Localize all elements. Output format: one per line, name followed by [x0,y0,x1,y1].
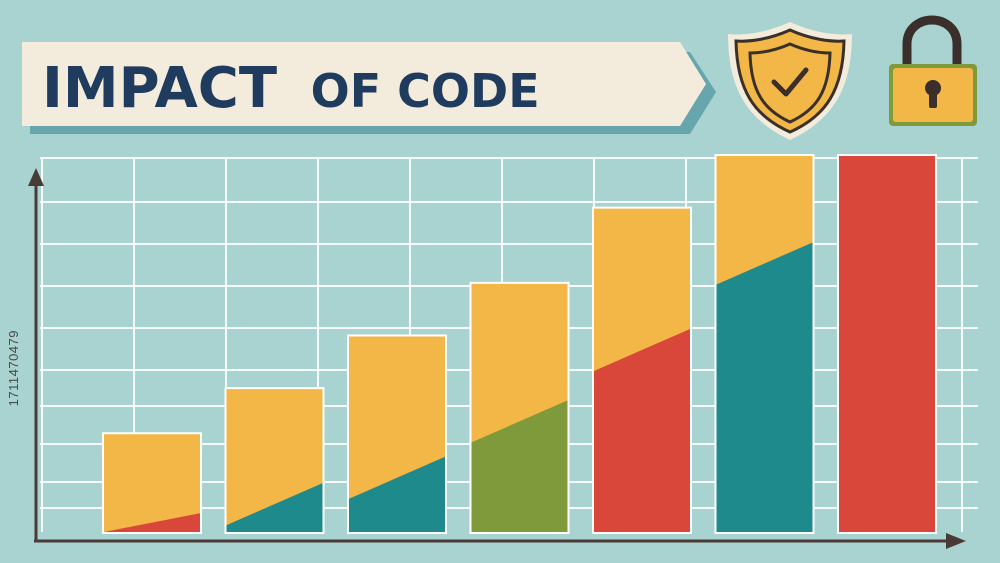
axes [28,168,966,549]
bar-2 [224,387,325,534]
banner-body [22,42,706,126]
y-axis-arrow [28,168,44,186]
bar-base-segment [226,483,323,532]
title-rest: OF CODE [311,64,540,118]
bar-1 [102,432,202,534]
x-axis-arrow [946,533,966,549]
bar-base-segment [716,242,813,533]
page-title: IMPACT OF CODE [42,56,540,121]
bar-3 [347,334,447,534]
shield-check-icon [728,22,852,140]
bar-4 [469,281,570,534]
bar-base-segment [349,456,445,532]
title-banner: IMPACT OF CODE [22,42,716,134]
side-code: 1711470479 [6,330,21,407]
bar-base-segment [104,513,200,532]
bar-base-segment [839,156,935,532]
bar-7 [837,154,937,534]
bar-6 [714,154,815,534]
bar-base-segment [471,400,568,532]
padlock-icon [889,15,977,126]
bar-group [102,154,937,534]
bar-base-segment [594,328,690,532]
bar-5 [592,206,692,534]
bar-top-segment [104,434,200,532]
title-main: IMPACT [42,56,277,121]
